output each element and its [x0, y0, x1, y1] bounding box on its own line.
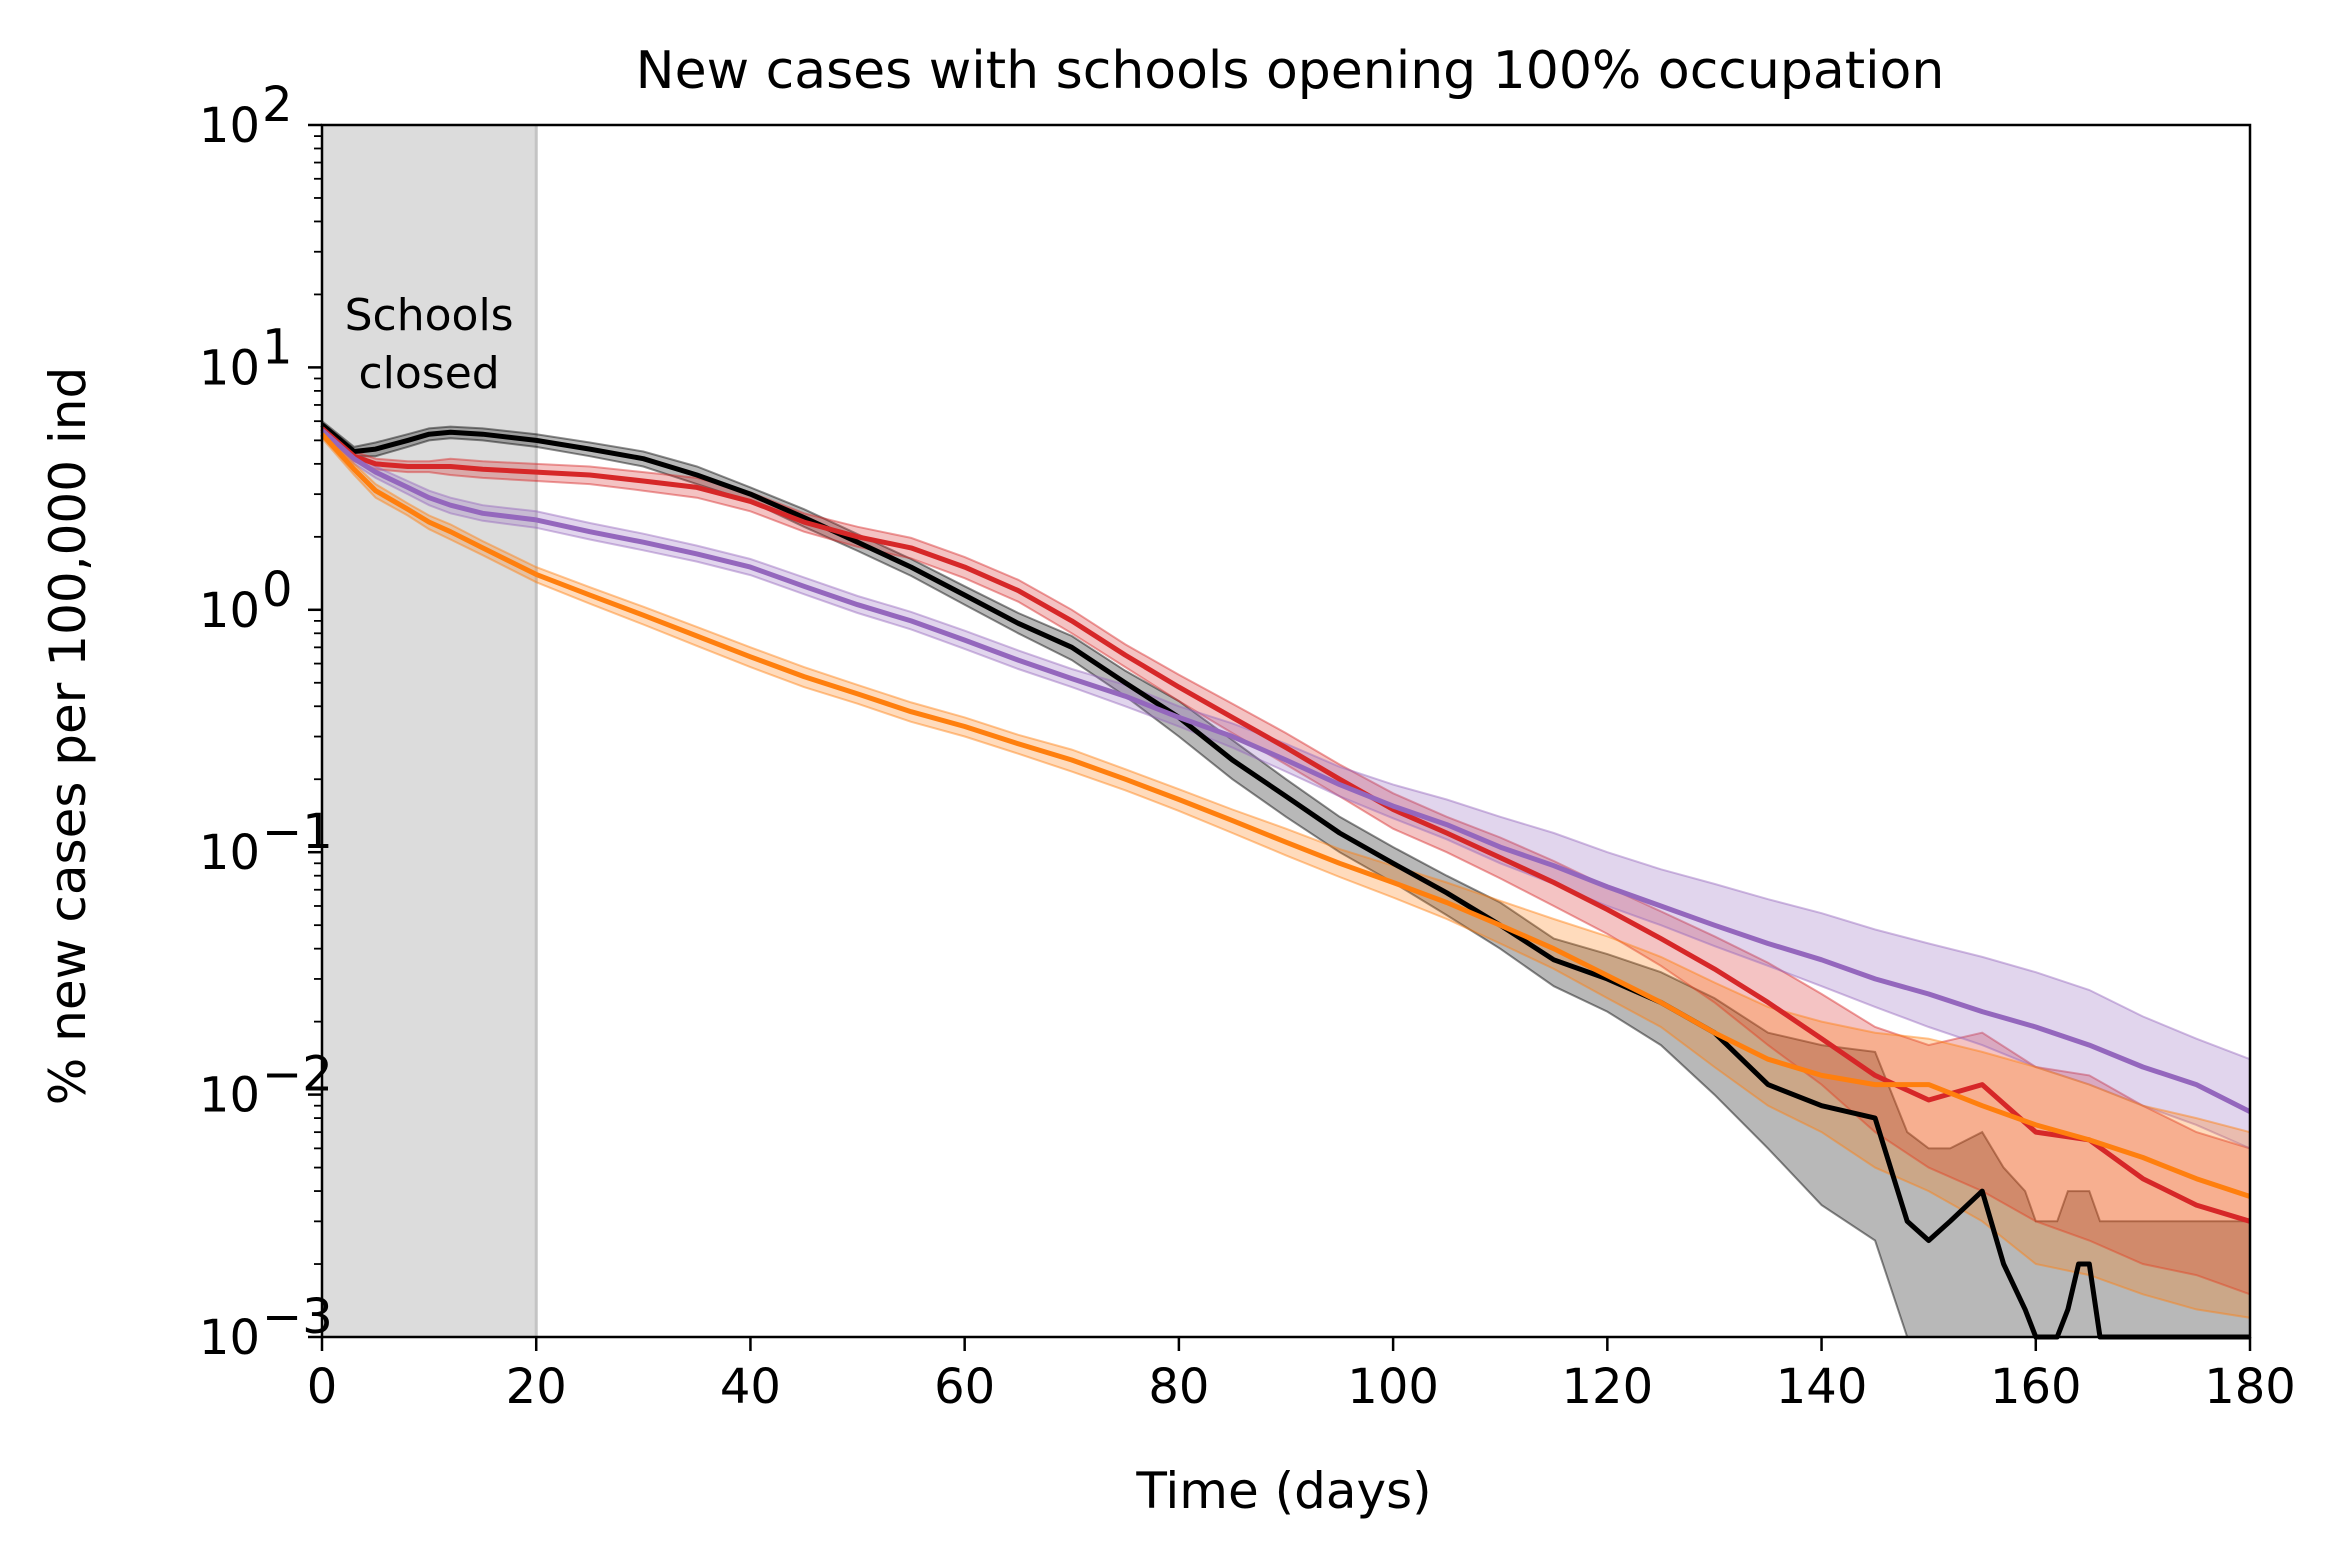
x-tick-label: 140 — [1776, 1359, 1868, 1415]
plot-frame — [320, 123, 2252, 1339]
schools-closed-region — [322, 125, 537, 1337]
x-tick-label: 60 — [934, 1359, 995, 1415]
y-tick-label: 10 — [199, 583, 260, 639]
y-tick-label: 10 — [199, 1068, 260, 1124]
y-tick-label: 10 — [199, 1310, 260, 1366]
x-tick-label: 160 — [1990, 1359, 2082, 1415]
x-tick-label: 120 — [1562, 1359, 1654, 1415]
y-tick-exponent: 2 — [262, 77, 293, 133]
schools-closed-label-line2: closed — [358, 348, 499, 399]
y-tick-label: 10 — [199, 98, 260, 154]
x-tick-label: 0 — [307, 1359, 338, 1415]
series-line-3 — [320, 428, 2252, 1114]
chart-title: New cases with schools opening 100% occu… — [636, 41, 1945, 101]
y-tick-label: 10 — [199, 340, 260, 396]
x-tick-label: 80 — [1148, 1359, 1209, 1415]
x-axis-title: Time (days) — [1135, 1462, 1431, 1520]
y-tick-label: 10 — [199, 825, 260, 881]
x-tick-label: 180 — [2204, 1359, 2296, 1415]
schools-closed-label-line1: Schools — [345, 290, 514, 341]
y-tick-exponent: 0 — [262, 562, 293, 618]
x-tick-label: 100 — [1347, 1359, 1439, 1415]
series-line-2 — [320, 426, 2251, 1224]
y-tick-exponent: 1 — [262, 319, 293, 375]
x-axis: 0 20 40 60 80 100 120 140 160 180 — [307, 1337, 2296, 1415]
series-line-4 — [320, 432, 2251, 1199]
x-tick-label: 40 — [720, 1359, 781, 1415]
y-axis-title: % new cases per 100,000 ind — [39, 367, 97, 1105]
x-tick-label: 20 — [506, 1359, 567, 1415]
